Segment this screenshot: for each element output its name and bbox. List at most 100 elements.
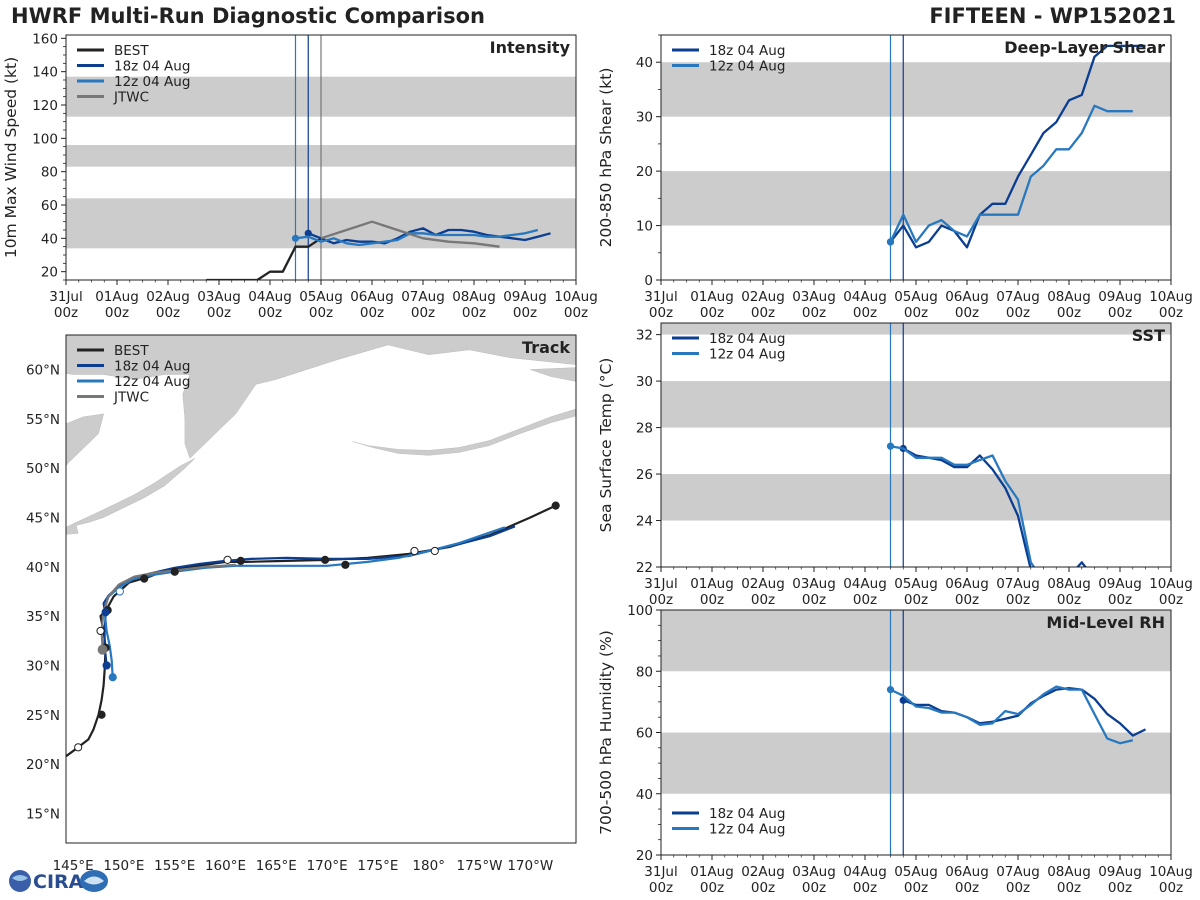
xtick-day-shear-9: 09Aug [1098,289,1142,305]
track-marker-best-12 [430,546,439,556]
xtick-day-shear-3: 03Aug [792,289,836,305]
init-marker-intensity-run12 [291,234,300,242]
xtick-day-sst-7: 07Aug [996,576,1040,592]
track-marker-best-3 [96,626,105,636]
xtick-day-rh-0: 31Jul [644,864,677,880]
track-lon-label-8: 175°W [457,858,503,874]
xtick-day-intensity-9: 09Aug [503,289,547,305]
xtick-hour-intensity-0: 00z [54,305,78,321]
ytick-label-rh-4: 100 [627,603,653,619]
xtick-day-shear-10: 10Aug [1149,289,1193,305]
xtick-day-sst-4: 04Aug [843,576,887,592]
series-line-intensity-run12 [295,228,539,247]
track-lat-label-0: 15°N [26,806,60,822]
track-lon-label-9: 170°W [507,858,553,874]
ytick-label-intensity-0: 20 [41,265,58,281]
legend-label-shear-0: 18z 04 Aug [709,43,785,59]
land-aleutian-islands [352,408,576,456]
init-marker-rh-run12 [886,686,895,694]
panel-title-intensity: Intensity [490,38,571,57]
track-line-jtwc [100,563,236,650]
ylabel-sst: Sea Surface Temp (°C) [597,358,615,533]
xtick-hour-sst-9: 00z [1108,592,1132,608]
xtick-day-intensity-1: 01Aug [95,289,139,305]
init-marker-intensity-run18 [304,229,312,237]
land-sakhalin-okhotsk [66,413,104,467]
land-kuril-islands [66,458,196,535]
xtick-hour-rh-8: 00z [1057,880,1081,896]
xtick-day-shear-0: 31Jul [644,289,677,305]
xtick-hour-rh-0: 00z [649,880,673,896]
xtick-day-rh-5: 05Aug [894,864,938,880]
track-marker-run18-0 [102,661,111,670]
ytick-label-sst-1: 24 [636,514,653,530]
xtick-day-rh-6: 06Aug [945,864,989,880]
track-line-run18 [102,525,516,666]
xtick-hour-shear-1: 00z [700,305,724,321]
band-sst-2 [661,323,1171,335]
series-line-shear-run18 [889,44,1146,249]
xtick-hour-sst-6: 00z [955,592,979,608]
band-rh-1 [661,610,1171,672]
legend-label-rh-1: 12z 04 Aug [709,822,785,838]
xtick-day-sst-10: 10Aug [1149,576,1193,592]
xtick-hour-sst-1: 00z [700,592,724,608]
track-marker-best-8 [236,556,245,565]
xtick-hour-intensity-7: 00z [411,305,435,321]
ylabel-intensity: 10m Max Wind Speed (kt) [2,57,20,258]
legend-label-track-1: 18z 04 Aug [114,359,190,375]
ytick-label-intensity-6: 140 [32,65,58,81]
series-group-shear [886,44,1146,249]
track-lon-label-2: 155°E [154,858,195,874]
xtick-hour-sst-7: 00z [1006,592,1030,608]
xtick-day-rh-2: 02Aug [741,864,785,880]
xtick-hour-rh-9: 00z [1108,880,1132,896]
ytick-label-sst-5: 32 [636,328,653,344]
axes-frame-track [65,334,577,844]
track-lat-label-5: 40°N [26,560,60,576]
xtick-hour-shear-2: 00z [751,305,775,321]
xtick-hour-intensity-2: 00z [156,305,180,321]
series-line-sst-run12 [890,445,1036,567]
land-russia-kamchatka [66,335,576,459]
xtick-day-rh-8: 08Aug [1047,864,1091,880]
xtick-hour-shear-4: 00z [853,305,877,321]
ylabel-shear: 200-850 hPa Shear (kt) [597,68,615,248]
track-lat-label-1: 20°N [26,757,60,773]
xtick-day-shear-2: 02Aug [741,289,785,305]
legend-label-track-0: BEST [114,343,149,359]
track-lat-label-6: 45°N [26,510,60,526]
xtick-day-shear-8: 08Aug [1047,289,1091,305]
ytick-label-rh-2: 60 [636,726,653,742]
track-marker-best-9 [320,555,330,565]
track-lat-label-4: 35°N [26,609,60,625]
xtick-day-sst-8: 08Aug [1047,576,1091,592]
xtick-day-intensity-2: 02Aug [146,289,190,305]
xtick-day-intensity-8: 08Aug [452,289,496,305]
xtick-day-rh-7: 07Aug [996,864,1040,880]
legend-label-intensity-1: 18z 04 Aug [114,59,190,75]
series-line-intensity-run18 [307,227,551,245]
init-marker-sst-run12 [886,442,895,450]
xtick-hour-shear-3: 00z [802,305,826,321]
xtick-day-sst-9: 09Aug [1098,576,1142,592]
panel-title-shear: Deep-Layer Shear [1004,38,1165,57]
xtick-day-rh-9: 09Aug [1098,864,1142,880]
xtick-hour-shear-6: 00z [955,305,979,321]
xtick-day-intensity-6: 06Aug [350,289,394,305]
xtick-hour-intensity-9: 00z [513,305,537,321]
xtick-day-sst-1: 01Aug [690,576,734,592]
xtick-day-sst-5: 05Aug [894,576,938,592]
xtick-day-intensity-0: 31Jul [49,289,82,305]
track-lon-label-0: 145°E [53,858,94,874]
ytick-label-sst-0: 22 [636,560,653,576]
track-line-run12 [103,526,506,678]
storm-id-title: FIFTEEN - WP152021 [929,4,1176,28]
legend-label-track-2: 12z 04 Aug [114,374,190,390]
chart-rh: 2040608010031Jul00z01Aug00z02Aug00z03Aug… [597,603,1193,896]
track-lon-label-5: 170°E [307,858,348,874]
track-marker-best-6 [170,567,179,576]
track-marker-best-11 [410,546,419,556]
xtick-day-rh-3: 03Aug [792,864,836,880]
xtick-day-shear-7: 07Aug [996,289,1040,305]
